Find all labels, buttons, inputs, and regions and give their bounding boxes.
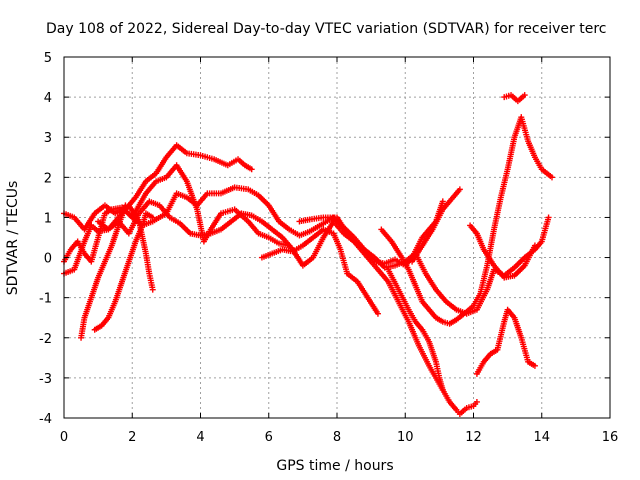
series-13 [467,222,538,281]
x-tick-label: 4 [196,430,204,445]
data-point [521,92,528,99]
x-tick-label: 2 [128,430,136,445]
y-tick-label: 2 [44,171,52,186]
series-8 [258,226,381,317]
x-tick-label: 6 [265,430,273,445]
series-12 [409,186,463,265]
data-point [286,242,293,249]
series-11 [385,266,446,393]
series-14 [473,306,538,377]
data-point [248,166,255,173]
series-1 [61,142,255,233]
series-10 [378,114,555,327]
chart-title: Day 108 of 2022, Sidereal Day-to-day VTE… [46,21,606,37]
series-9 [296,214,480,417]
y-tick-label: 3 [44,131,52,146]
data-point [149,286,156,293]
x-tick-label: 0 [60,430,68,445]
y-tick-label: 0 [44,252,52,267]
data-point [531,242,538,249]
data-point [439,386,446,393]
y-tick-label: 5 [44,51,52,66]
series-15 [501,92,528,105]
data-point [374,310,381,317]
data-point [149,214,156,221]
data-point [473,398,480,405]
y-axis-title: SDTVAR / TECUs [5,181,21,296]
plot-frame [63,56,611,419]
data-point [545,214,552,221]
series-6 [95,202,156,293]
y-tick-label: -4 [39,412,52,427]
data-point [439,198,446,205]
x-tick-label: 12 [465,430,482,445]
series-4 [78,202,129,341]
y-tick-label: -1 [39,292,52,307]
series-group [61,92,555,417]
data-point [531,362,538,369]
x-axis-title: GPS time / hours [276,458,393,474]
x-tick-label: 8 [333,430,341,445]
series-7 [129,162,293,249]
y-tick-label: -2 [39,332,52,347]
data-point [548,174,555,181]
y-tick-label: -3 [39,372,52,387]
data-point [456,186,463,193]
series-5 [91,210,156,333]
x-tick-label: 10 [397,430,414,445]
x-tick-label: 14 [533,430,550,445]
y-tick-label: 4 [44,91,52,106]
y-tick-label: 1 [44,211,52,226]
x-tick-label: 16 [602,430,619,445]
